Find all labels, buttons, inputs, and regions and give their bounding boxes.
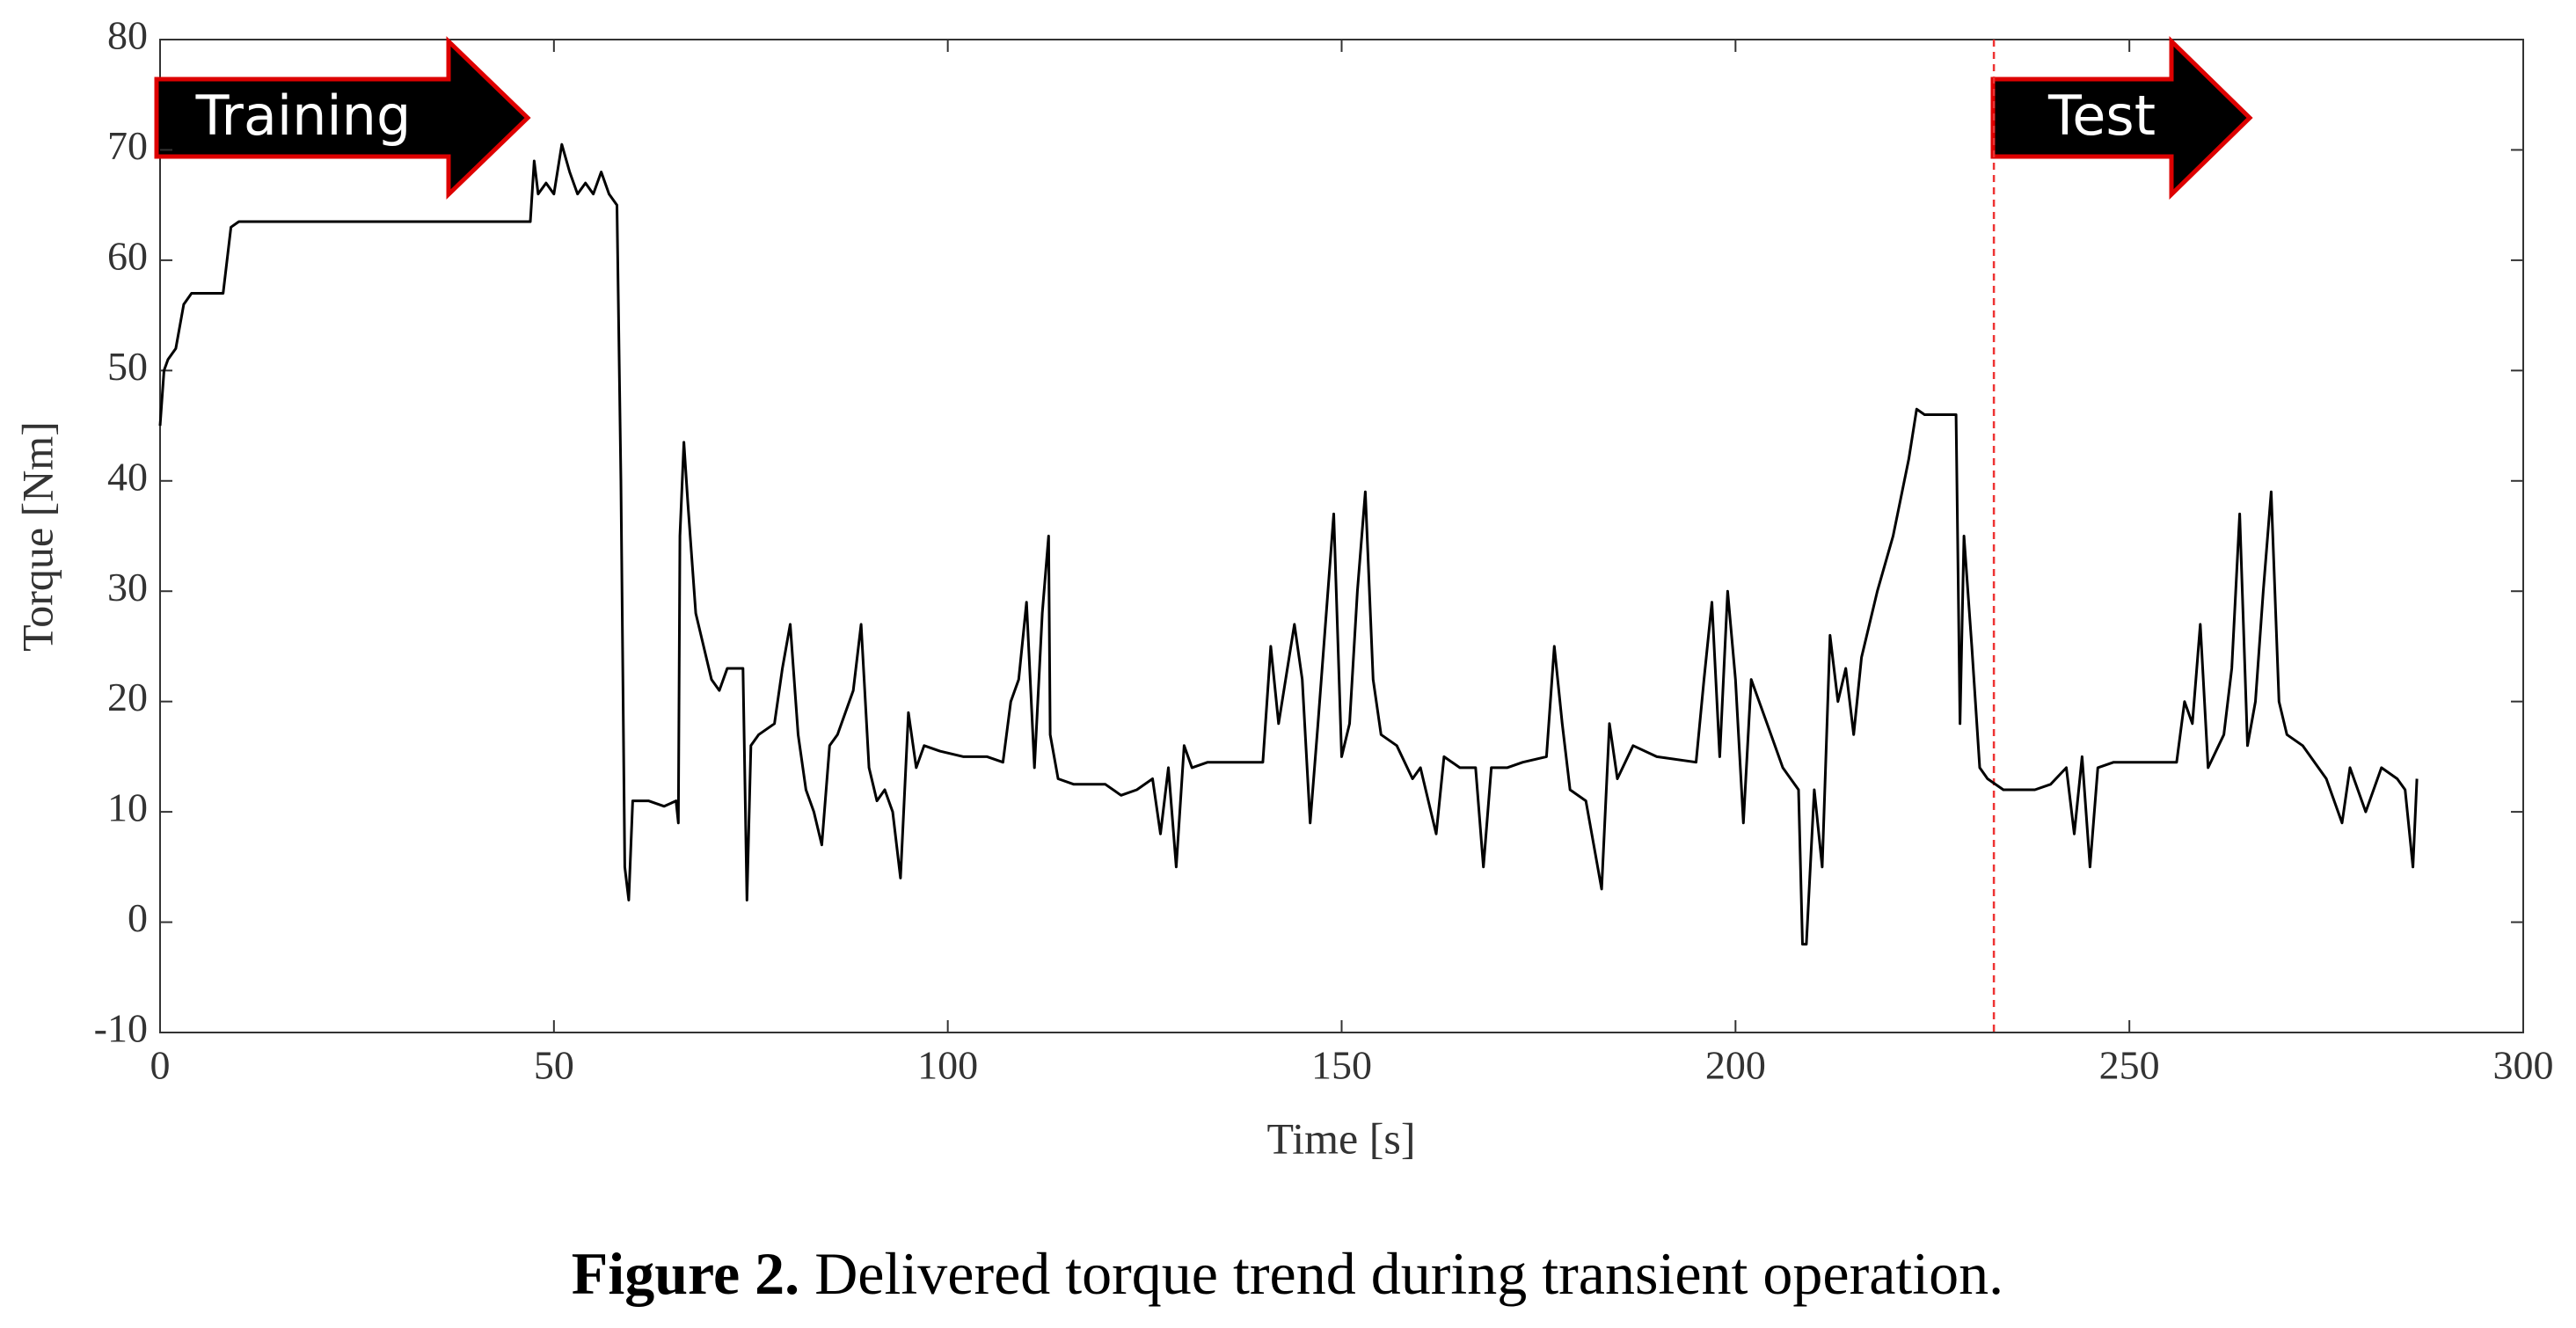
x-axis-label: Time [s] — [1266, 1113, 1415, 1163]
y-axis-label: Torque [Nm] — [12, 421, 62, 652]
y-tick-label: 40 — [107, 454, 148, 499]
training-arrow — [154, 36, 531, 200]
test-arrow — [1990, 36, 2253, 200]
y-tick-label: 0 — [128, 895, 148, 940]
plot-frame — [159, 39, 2524, 1033]
x-tick-label: 200 — [1705, 1043, 1766, 1088]
y-tick-label: 80 — [107, 13, 148, 58]
x-tick-label: 0 — [150, 1043, 171, 1088]
y-tick-label: 20 — [107, 675, 148, 719]
test-label: Test — [2047, 84, 2156, 148]
x-tick-label: 100 — [917, 1043, 978, 1088]
y-tick-label: 30 — [107, 565, 148, 609]
x-tick-label: 50 — [534, 1043, 574, 1088]
caption-label: Figure 2. — [572, 1240, 799, 1307]
caption-text: Delivered torque trend during transient … — [814, 1240, 2003, 1307]
y-tick-label: 60 — [107, 233, 148, 278]
y-tick-label: -10 — [94, 1006, 148, 1051]
y-tick-label: 10 — [107, 785, 148, 830]
y-tick-label: 70 — [107, 123, 148, 168]
x-tick-label: 300 — [2493, 1043, 2554, 1088]
torque-line — [158, 142, 2419, 946]
y-tick-label: 50 — [107, 344, 148, 389]
x-tick-label: 150 — [1311, 1043, 1372, 1088]
training-label: Training — [195, 84, 412, 148]
x-tick-label: 250 — [2099, 1043, 2160, 1088]
caption: Figure 2. Delivered torque trend during … — [572, 1240, 2003, 1307]
